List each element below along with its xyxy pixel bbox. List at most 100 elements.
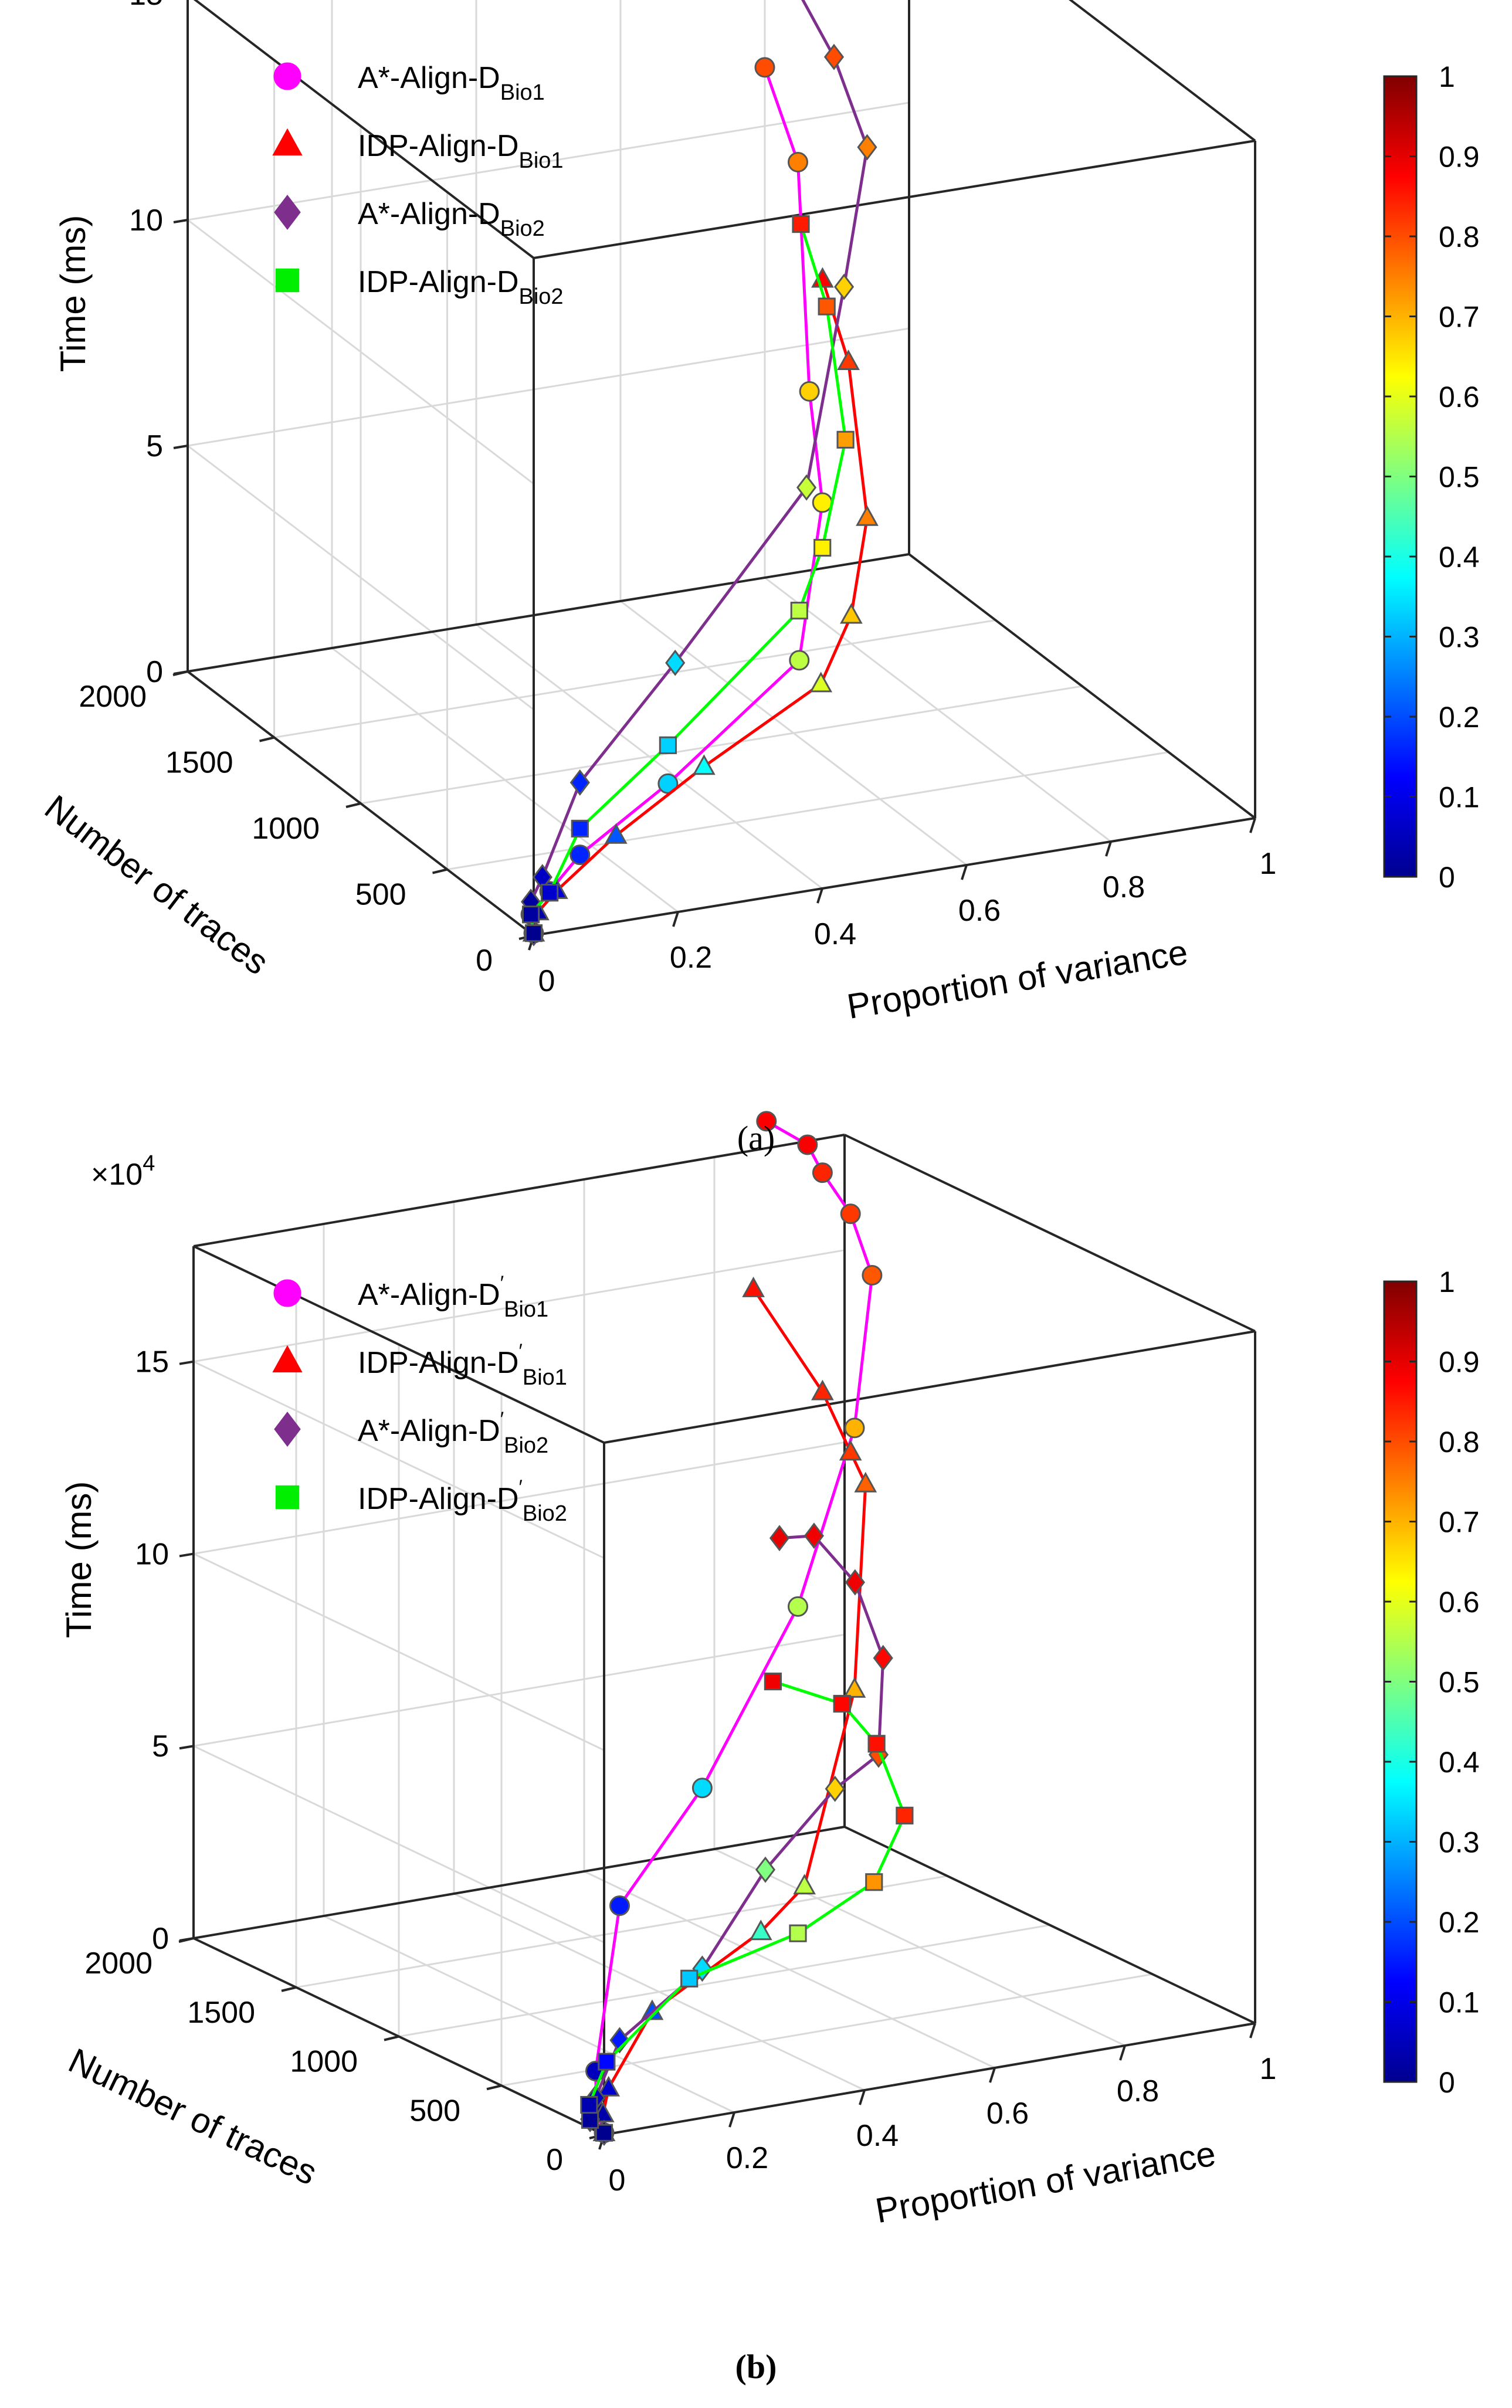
data-point <box>749 1919 772 1941</box>
data-point <box>541 884 559 902</box>
data-point <box>756 1111 777 1132</box>
x-tick-label: 0.2 <box>726 2141 768 2175</box>
x-tick <box>859 2090 866 2105</box>
x-tick <box>1119 2045 1126 2061</box>
z-tick <box>173 219 188 223</box>
z-tick-label: 10 <box>129 204 163 238</box>
x-tick <box>672 911 679 927</box>
y-tick-label: 1500 <box>165 746 233 780</box>
legend-label: A*-Align-DBio2 <box>358 197 545 241</box>
x-tick-label: 0.8 <box>1103 870 1145 904</box>
data-point <box>840 603 863 624</box>
data-point <box>792 215 810 233</box>
colorbar-label: 0.7 <box>1439 1506 1480 1539</box>
data-point <box>796 474 817 501</box>
grid-line-y <box>295 1295 948 1989</box>
x-tick-label: 0.8 <box>1117 2074 1159 2108</box>
x-tick-label: 1 <box>1260 2052 1277 2086</box>
axis-edge <box>193 0 535 259</box>
colorbar-label: 0.2 <box>1439 1906 1480 1939</box>
z-tick <box>179 1937 194 1942</box>
data-point <box>522 905 540 924</box>
series-line <box>529 223 847 934</box>
legend-marker <box>274 1412 301 1447</box>
legend-marker <box>273 1279 301 1307</box>
colorbar-label: 0.5 <box>1439 461 1480 494</box>
z-tick-label: 15 <box>135 1345 169 1379</box>
legend-label: A*-Align-D′Bio2 <box>358 1408 548 1458</box>
colorbar-label: 0.8 <box>1439 221 1480 253</box>
data-point <box>873 1644 893 1671</box>
data-point <box>604 823 628 844</box>
y-tick <box>486 2084 502 2091</box>
colorbar-label: 0.5 <box>1439 1666 1480 1699</box>
x-tick-label: 0.6 <box>958 894 1001 928</box>
legend: A*-Align-DBio1 IDP-Align-DBio1 A*-Align-DB… <box>272 61 564 309</box>
legend-label: IDP-Align-DBio1 <box>358 129 564 173</box>
series-4 <box>580 1673 914 2142</box>
data-point <box>812 1162 833 1183</box>
data-point <box>809 671 833 693</box>
x-tick <box>1249 818 1256 833</box>
series-1 <box>585 1111 883 2144</box>
data-point <box>793 1874 816 1895</box>
axis-edge <box>908 553 1256 819</box>
axis-edge <box>844 1134 1256 1332</box>
y-axis-title: Number of traces <box>63 2040 323 2192</box>
colorbar-label: 0.1 <box>1439 781 1480 814</box>
axis-edge <box>533 140 1256 259</box>
z-multiplier-label: ×104 <box>91 1151 155 1192</box>
y-tick-label: 2000 <box>84 1946 152 1980</box>
colorbar-label: 0.7 <box>1439 301 1480 334</box>
data-point <box>789 650 810 671</box>
z-axis-title: Time (ms) <box>53 215 93 372</box>
grid-line-x <box>475 0 823 890</box>
data-point <box>692 1955 713 1982</box>
y-tick <box>384 2035 399 2041</box>
legend-label: IDP-Align-D′Bio2 <box>358 1476 567 1526</box>
data-point <box>569 845 591 866</box>
legend-label: IDP-Align-DBio2 <box>358 265 564 309</box>
x-axis-title: Proportion of variance <box>845 932 1191 1026</box>
colorbar: 0 0.1 0.2 0.3 0.4 0.5 0.6 0.7 0.8 0.9 1 <box>1383 60 1480 894</box>
data-point <box>764 1673 782 1691</box>
legend-label: A*-Align-D′Bio1 <box>358 1272 548 1322</box>
data-point <box>896 1806 914 1824</box>
data-point <box>804 1522 824 1549</box>
legend-marker <box>272 1345 303 1373</box>
x-tick <box>1249 2023 1256 2039</box>
data-point <box>788 152 808 172</box>
x-tick-label: 0.2 <box>670 941 712 975</box>
x-tick-label: 1 <box>1260 847 1277 881</box>
data-point <box>812 492 833 513</box>
colorbar-label: 1 <box>1439 60 1455 93</box>
x-axis-title: Proportion of variance <box>873 2134 1219 2230</box>
grid-line-x <box>908 0 1256 819</box>
x-tick-label: 0.6 <box>986 2097 1029 2131</box>
z-tick-label: 10 <box>135 1537 169 1571</box>
data-point <box>569 769 590 796</box>
legend-marker <box>275 268 300 293</box>
axis-edge <box>193 1826 845 1939</box>
series-line <box>601 1288 867 2133</box>
data-point <box>843 1677 866 1698</box>
data-point <box>862 1264 883 1286</box>
data-point <box>836 430 855 449</box>
data-point <box>844 1417 865 1439</box>
data-point <box>825 1775 845 1802</box>
x-tick-label: 0.4 <box>856 2119 899 2153</box>
data-point <box>839 1440 862 1461</box>
axis-edge <box>604 1330 1256 1444</box>
data-point <box>833 1695 851 1713</box>
axis-edge <box>193 1245 605 1444</box>
data-point <box>769 1525 790 1552</box>
z-tick-label: 15 <box>129 0 163 12</box>
y-tick <box>259 736 274 742</box>
grid-line-y <box>500 1393 1153 2087</box>
grid-line-x <box>764 0 1111 843</box>
colorbar-label: 0.8 <box>1439 1426 1480 1459</box>
series-line <box>529 67 824 934</box>
axis-edge <box>844 1826 1256 2024</box>
